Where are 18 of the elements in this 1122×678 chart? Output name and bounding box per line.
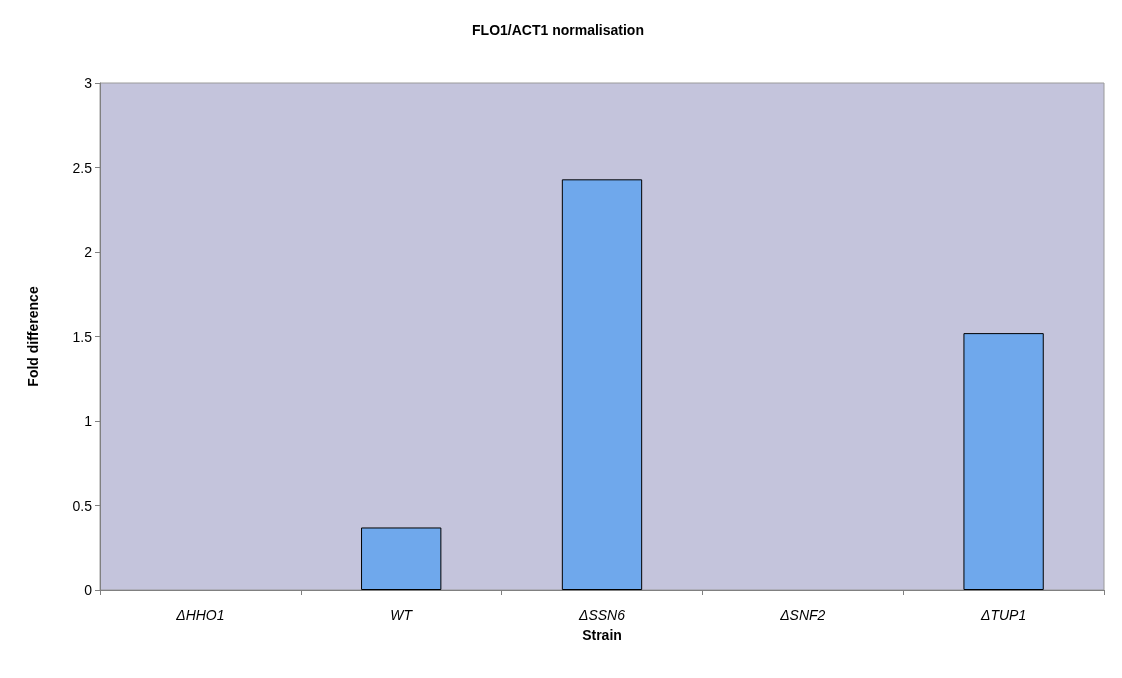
- y-tick-label: 1: [84, 413, 93, 429]
- chart-title: FLO1/ACT1 normalisation: [472, 22, 644, 38]
- bar: [963, 333, 1044, 590]
- y-tick-label: 0: [84, 582, 93, 598]
- x-tick-label: ΔHHO1: [175, 607, 225, 623]
- x-tick-label: ΔSSN6: [578, 607, 626, 623]
- x-tick-label: ΔSNF2: [779, 607, 826, 623]
- x-tick-label: WT: [390, 607, 414, 623]
- y-axis-title: Fold difference: [25, 286, 41, 387]
- bar: [361, 527, 442, 590]
- y-tick-label: 0.5: [72, 497, 93, 514]
- x-tick-label: ΔTUP1: [980, 607, 1027, 623]
- y-tick-label: 2.5: [72, 159, 93, 176]
- y-tick-label: 3: [84, 75, 93, 91]
- y-tick-label: 2: [84, 244, 93, 260]
- x-axis-title: Strain: [582, 627, 622, 643]
- y-tick-label: 1.5: [72, 328, 93, 345]
- bar: [561, 179, 643, 590]
